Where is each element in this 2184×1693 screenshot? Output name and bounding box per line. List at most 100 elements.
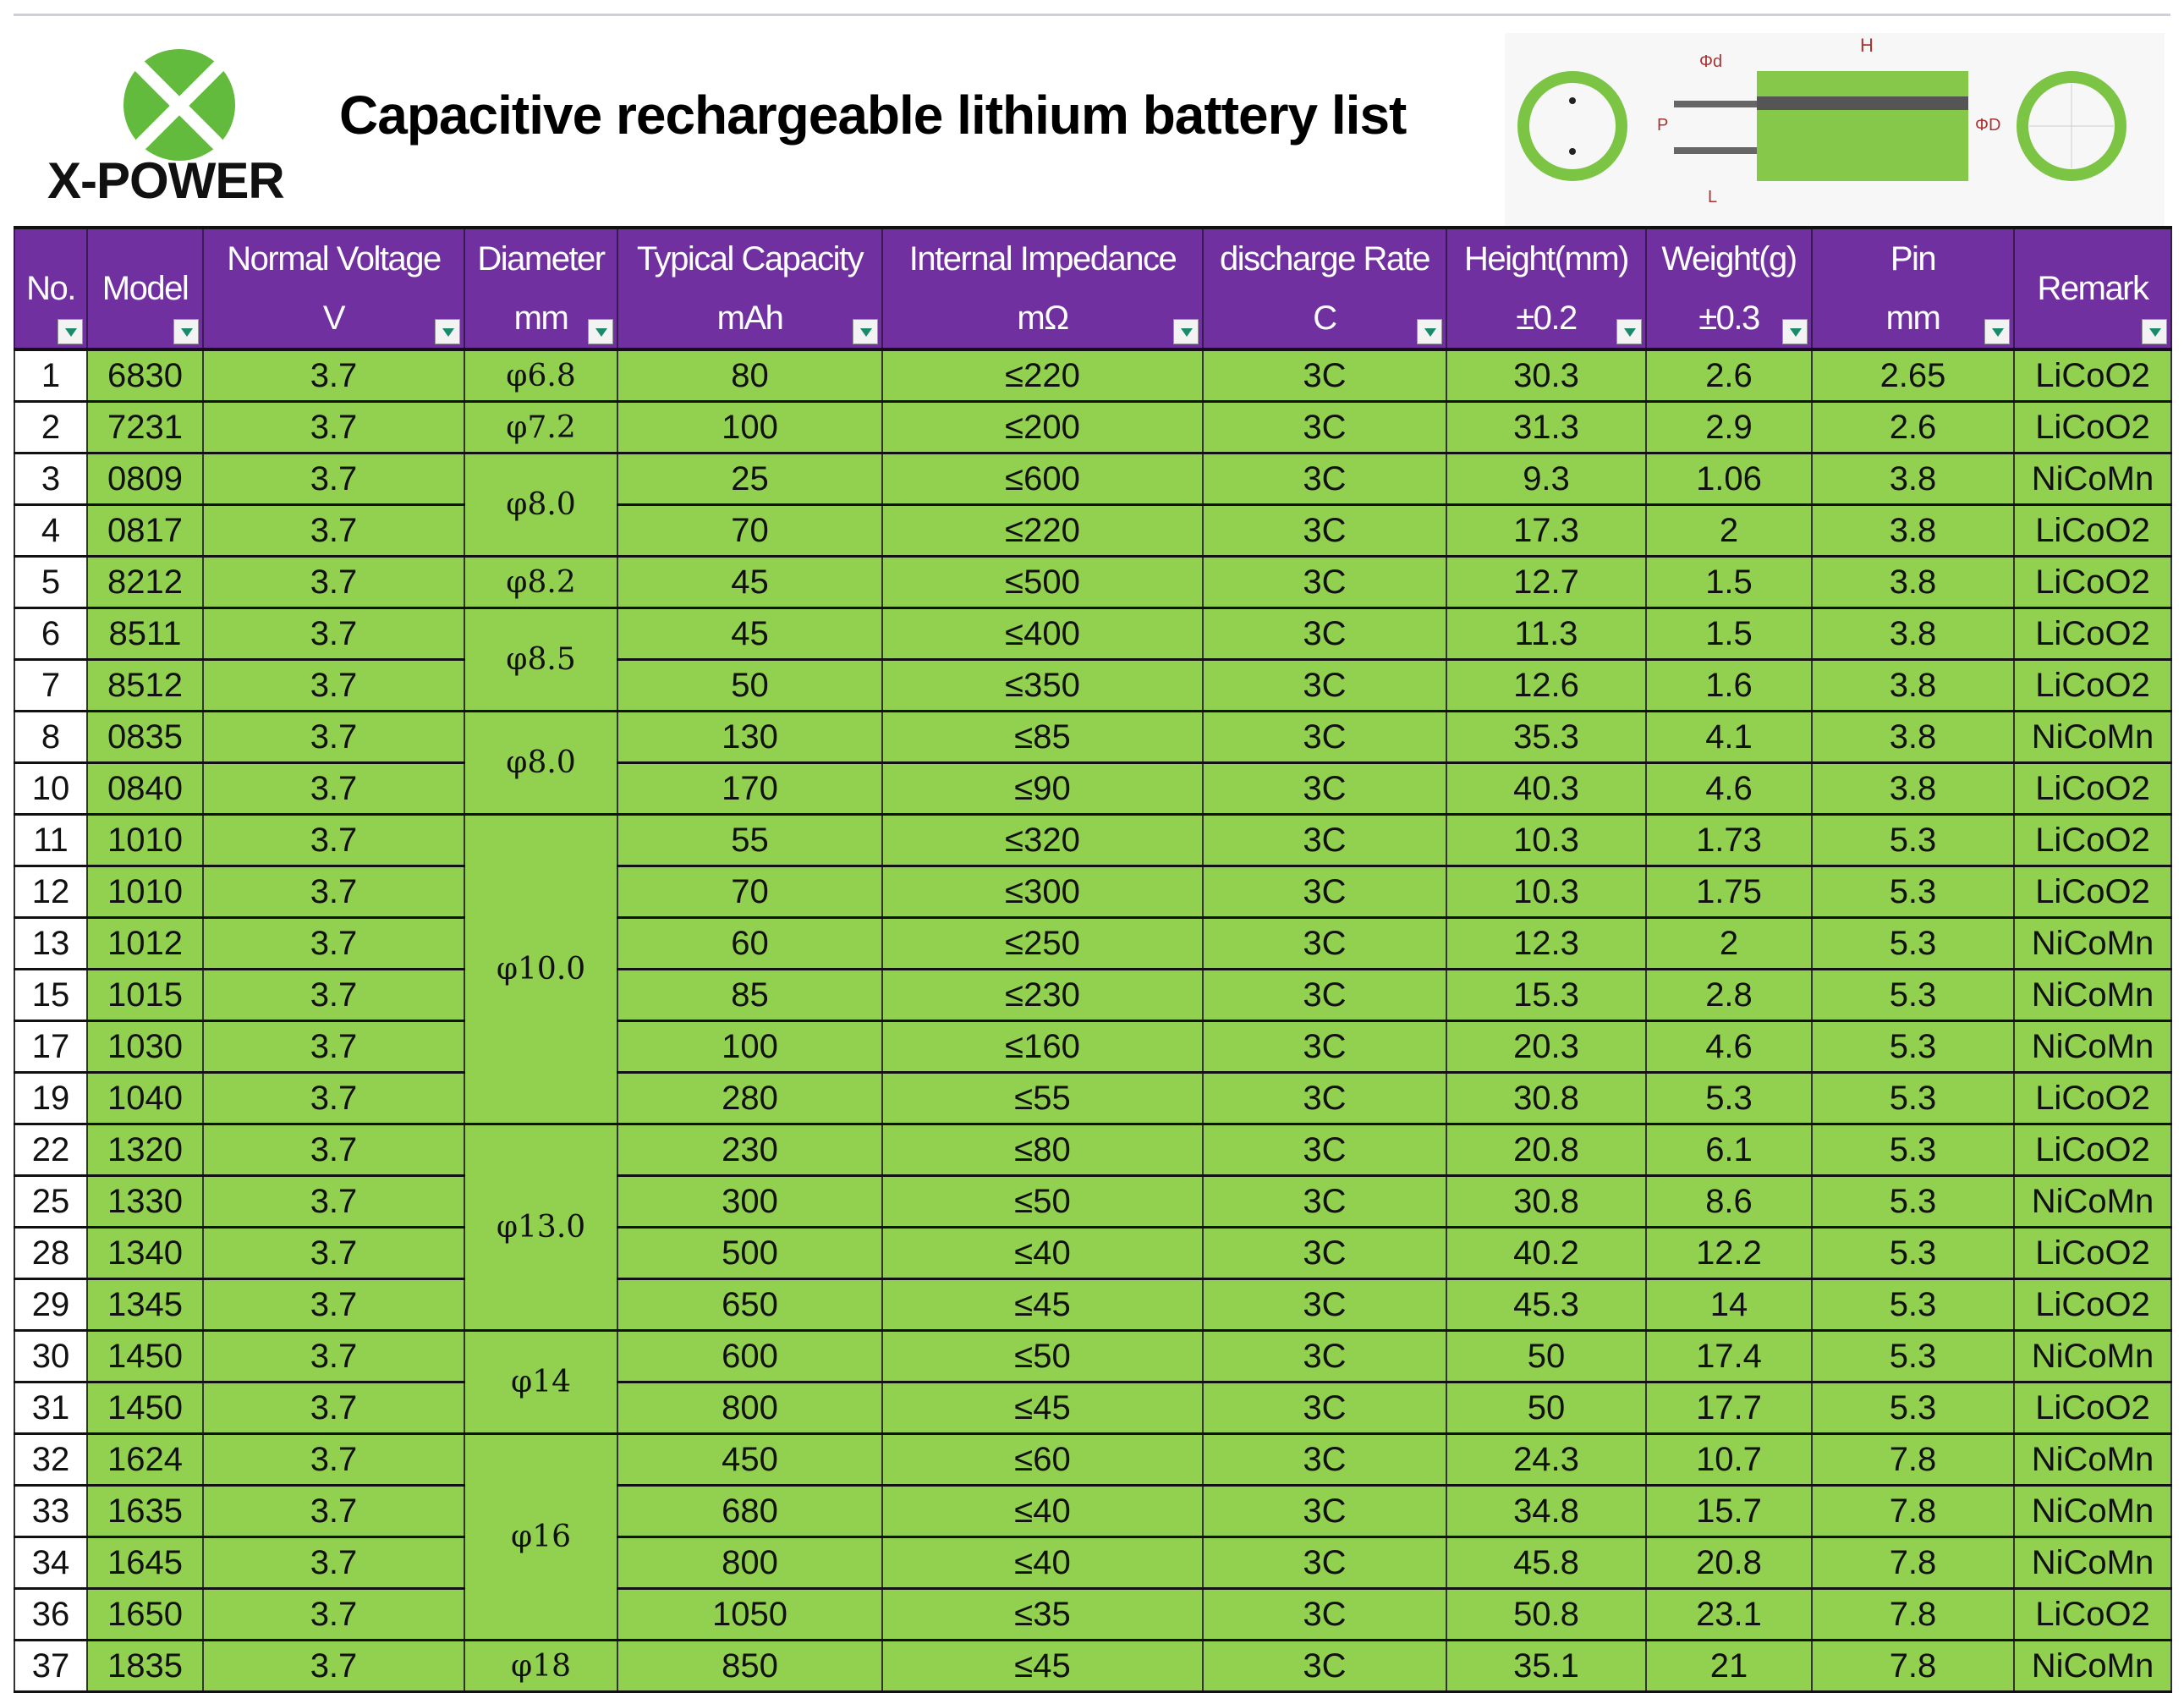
cell-pin[interactable]: 5.3	[1811, 968, 2015, 1022]
cell-rate[interactable]: 3C	[1202, 607, 1447, 661]
cell-impedance[interactable]: ≤60	[881, 1432, 1204, 1487]
cell-capacity[interactable]: 280	[617, 1071, 883, 1125]
cell-capacity[interactable]: 100	[617, 400, 883, 454]
cell-no[interactable]: 25	[14, 1174, 88, 1229]
cell-no[interactable]: 29	[14, 1278, 88, 1332]
cell-impedance[interactable]: ≤80	[881, 1123, 1204, 1177]
cell-remark[interactable]: NiCoMn	[2013, 1484, 2172, 1538]
cell-capacity[interactable]: 850	[617, 1639, 883, 1693]
cell-diameter[interactable]: φ10.0	[464, 813, 618, 1125]
cell-weight[interactable]: 12.2	[1645, 1226, 1813, 1280]
cell-capacity[interactable]: 800	[617, 1381, 883, 1435]
cell-height[interactable]: 34.8	[1446, 1484, 1647, 1538]
cell-remark[interactable]: LiCoO2	[2013, 761, 2172, 816]
cell-capacity[interactable]: 80	[617, 348, 883, 403]
cell-model[interactable]: 1030	[86, 1020, 204, 1074]
cell-no[interactable]: 6	[14, 607, 88, 661]
filter-dropdown-button[interactable]	[1616, 319, 1642, 344]
cell-pin[interactable]: 5.3	[1811, 1020, 2015, 1074]
cell-pin[interactable]: 3.8	[1811, 761, 2015, 816]
cell-model[interactable]: 0817	[86, 503, 204, 558]
cell-height[interactable]: 12.3	[1446, 916, 1647, 970]
cell-capacity[interactable]: 300	[617, 1174, 883, 1229]
cell-rate[interactable]: 3C	[1202, 968, 1447, 1022]
cell-height[interactable]: 17.3	[1446, 503, 1647, 558]
cell-capacity[interactable]: 45	[617, 607, 883, 661]
cell-height[interactable]: 11.3	[1446, 607, 1647, 661]
cell-pin[interactable]: 5.3	[1811, 916, 2015, 970]
cell-voltage[interactable]: 3.7	[202, 1381, 465, 1435]
cell-diameter[interactable]: φ16	[464, 1432, 618, 1641]
cell-voltage[interactable]: 3.7	[202, 710, 465, 764]
cell-capacity[interactable]: 45	[617, 555, 883, 609]
cell-impedance[interactable]: ≤45	[881, 1278, 1204, 1332]
cell-no[interactable]: 3	[14, 452, 88, 506]
cell-voltage[interactable]: 3.7	[202, 348, 465, 403]
cell-impedance[interactable]: ≤400	[881, 607, 1204, 661]
cell-no[interactable]: 34	[14, 1536, 88, 1590]
cell-voltage[interactable]: 3.7	[202, 1484, 465, 1538]
cell-model[interactable]: 1450	[86, 1329, 204, 1383]
cell-rate[interactable]: 3C	[1202, 1226, 1447, 1280]
cell-capacity[interactable]: 450	[617, 1432, 883, 1487]
cell-pin[interactable]: 3.8	[1811, 503, 2015, 558]
cell-rate[interactable]: 3C	[1202, 1639, 1447, 1693]
cell-diameter[interactable]: φ6.8	[464, 348, 618, 403]
cell-impedance[interactable]: ≤220	[881, 348, 1204, 403]
cell-height[interactable]: 40.2	[1446, 1226, 1647, 1280]
cell-weight[interactable]: 2	[1645, 503, 1813, 558]
cell-rate[interactable]: 3C	[1202, 916, 1447, 970]
cell-weight[interactable]: 1.6	[1645, 658, 1813, 712]
cell-weight[interactable]: 4.1	[1645, 710, 1813, 764]
cell-model[interactable]: 1650	[86, 1587, 204, 1641]
cell-remark[interactable]: LiCoO2	[2013, 865, 2172, 919]
cell-no[interactable]: 19	[14, 1071, 88, 1125]
cell-remark[interactable]: NiCoMn	[2013, 710, 2172, 764]
cell-remark[interactable]: NiCoMn	[2013, 1639, 2172, 1693]
cell-height[interactable]: 35.3	[1446, 710, 1647, 764]
cell-voltage[interactable]: 3.7	[202, 1071, 465, 1125]
cell-remark[interactable]: NiCoMn	[2013, 1020, 2172, 1074]
cell-model[interactable]: 1320	[86, 1123, 204, 1177]
cell-voltage[interactable]: 3.7	[202, 1174, 465, 1229]
cell-voltage[interactable]: 3.7	[202, 1020, 465, 1074]
cell-rate[interactable]: 3C	[1202, 761, 1447, 816]
cell-remark[interactable]: NiCoMn	[2013, 916, 2172, 970]
cell-diameter[interactable]: φ8.5	[464, 607, 618, 712]
cell-remark[interactable]: NiCoMn	[2013, 1536, 2172, 1590]
cell-height[interactable]: 50	[1446, 1329, 1647, 1383]
cell-voltage[interactable]: 3.7	[202, 1587, 465, 1641]
cell-pin[interactable]: 7.8	[1811, 1432, 2015, 1487]
cell-pin[interactable]: 7.8	[1811, 1536, 2015, 1590]
cell-diameter[interactable]: φ18	[464, 1639, 618, 1693]
cell-voltage[interactable]: 3.7	[202, 658, 465, 712]
cell-impedance[interactable]: ≤300	[881, 865, 1204, 919]
cell-height[interactable]: 30.8	[1446, 1071, 1647, 1125]
cell-voltage[interactable]: 3.7	[202, 1123, 465, 1177]
cell-remark[interactable]: LiCoO2	[2013, 1278, 2172, 1332]
cell-model[interactable]: 1340	[86, 1226, 204, 1280]
cell-pin[interactable]: 3.8	[1811, 452, 2015, 506]
cell-pin[interactable]: 3.8	[1811, 710, 2015, 764]
cell-rate[interactable]: 3C	[1202, 1536, 1447, 1590]
filter-dropdown-button[interactable]	[1782, 319, 1808, 344]
cell-impedance[interactable]: ≤45	[881, 1381, 1204, 1435]
cell-model[interactable]: 0809	[86, 452, 204, 506]
cell-no[interactable]: 30	[14, 1329, 88, 1383]
cell-no[interactable]: 13	[14, 916, 88, 970]
filter-dropdown-button[interactable]	[1173, 319, 1199, 344]
cell-impedance[interactable]: ≤230	[881, 968, 1204, 1022]
cell-no[interactable]: 33	[14, 1484, 88, 1538]
cell-weight[interactable]: 1.5	[1645, 555, 1813, 609]
cell-rate[interactable]: 3C	[1202, 865, 1447, 919]
cell-model[interactable]: 1012	[86, 916, 204, 970]
filter-dropdown-button[interactable]	[58, 319, 83, 344]
cell-impedance[interactable]: ≤600	[881, 452, 1204, 506]
cell-model[interactable]: 1624	[86, 1432, 204, 1487]
cell-voltage[interactable]: 3.7	[202, 400, 465, 454]
filter-dropdown-button[interactable]	[853, 319, 878, 344]
cell-diameter[interactable]: φ8.0	[464, 452, 618, 558]
cell-model[interactable]: 8212	[86, 555, 204, 609]
cell-rate[interactable]: 3C	[1202, 1484, 1447, 1538]
cell-impedance[interactable]: ≤250	[881, 916, 1204, 970]
